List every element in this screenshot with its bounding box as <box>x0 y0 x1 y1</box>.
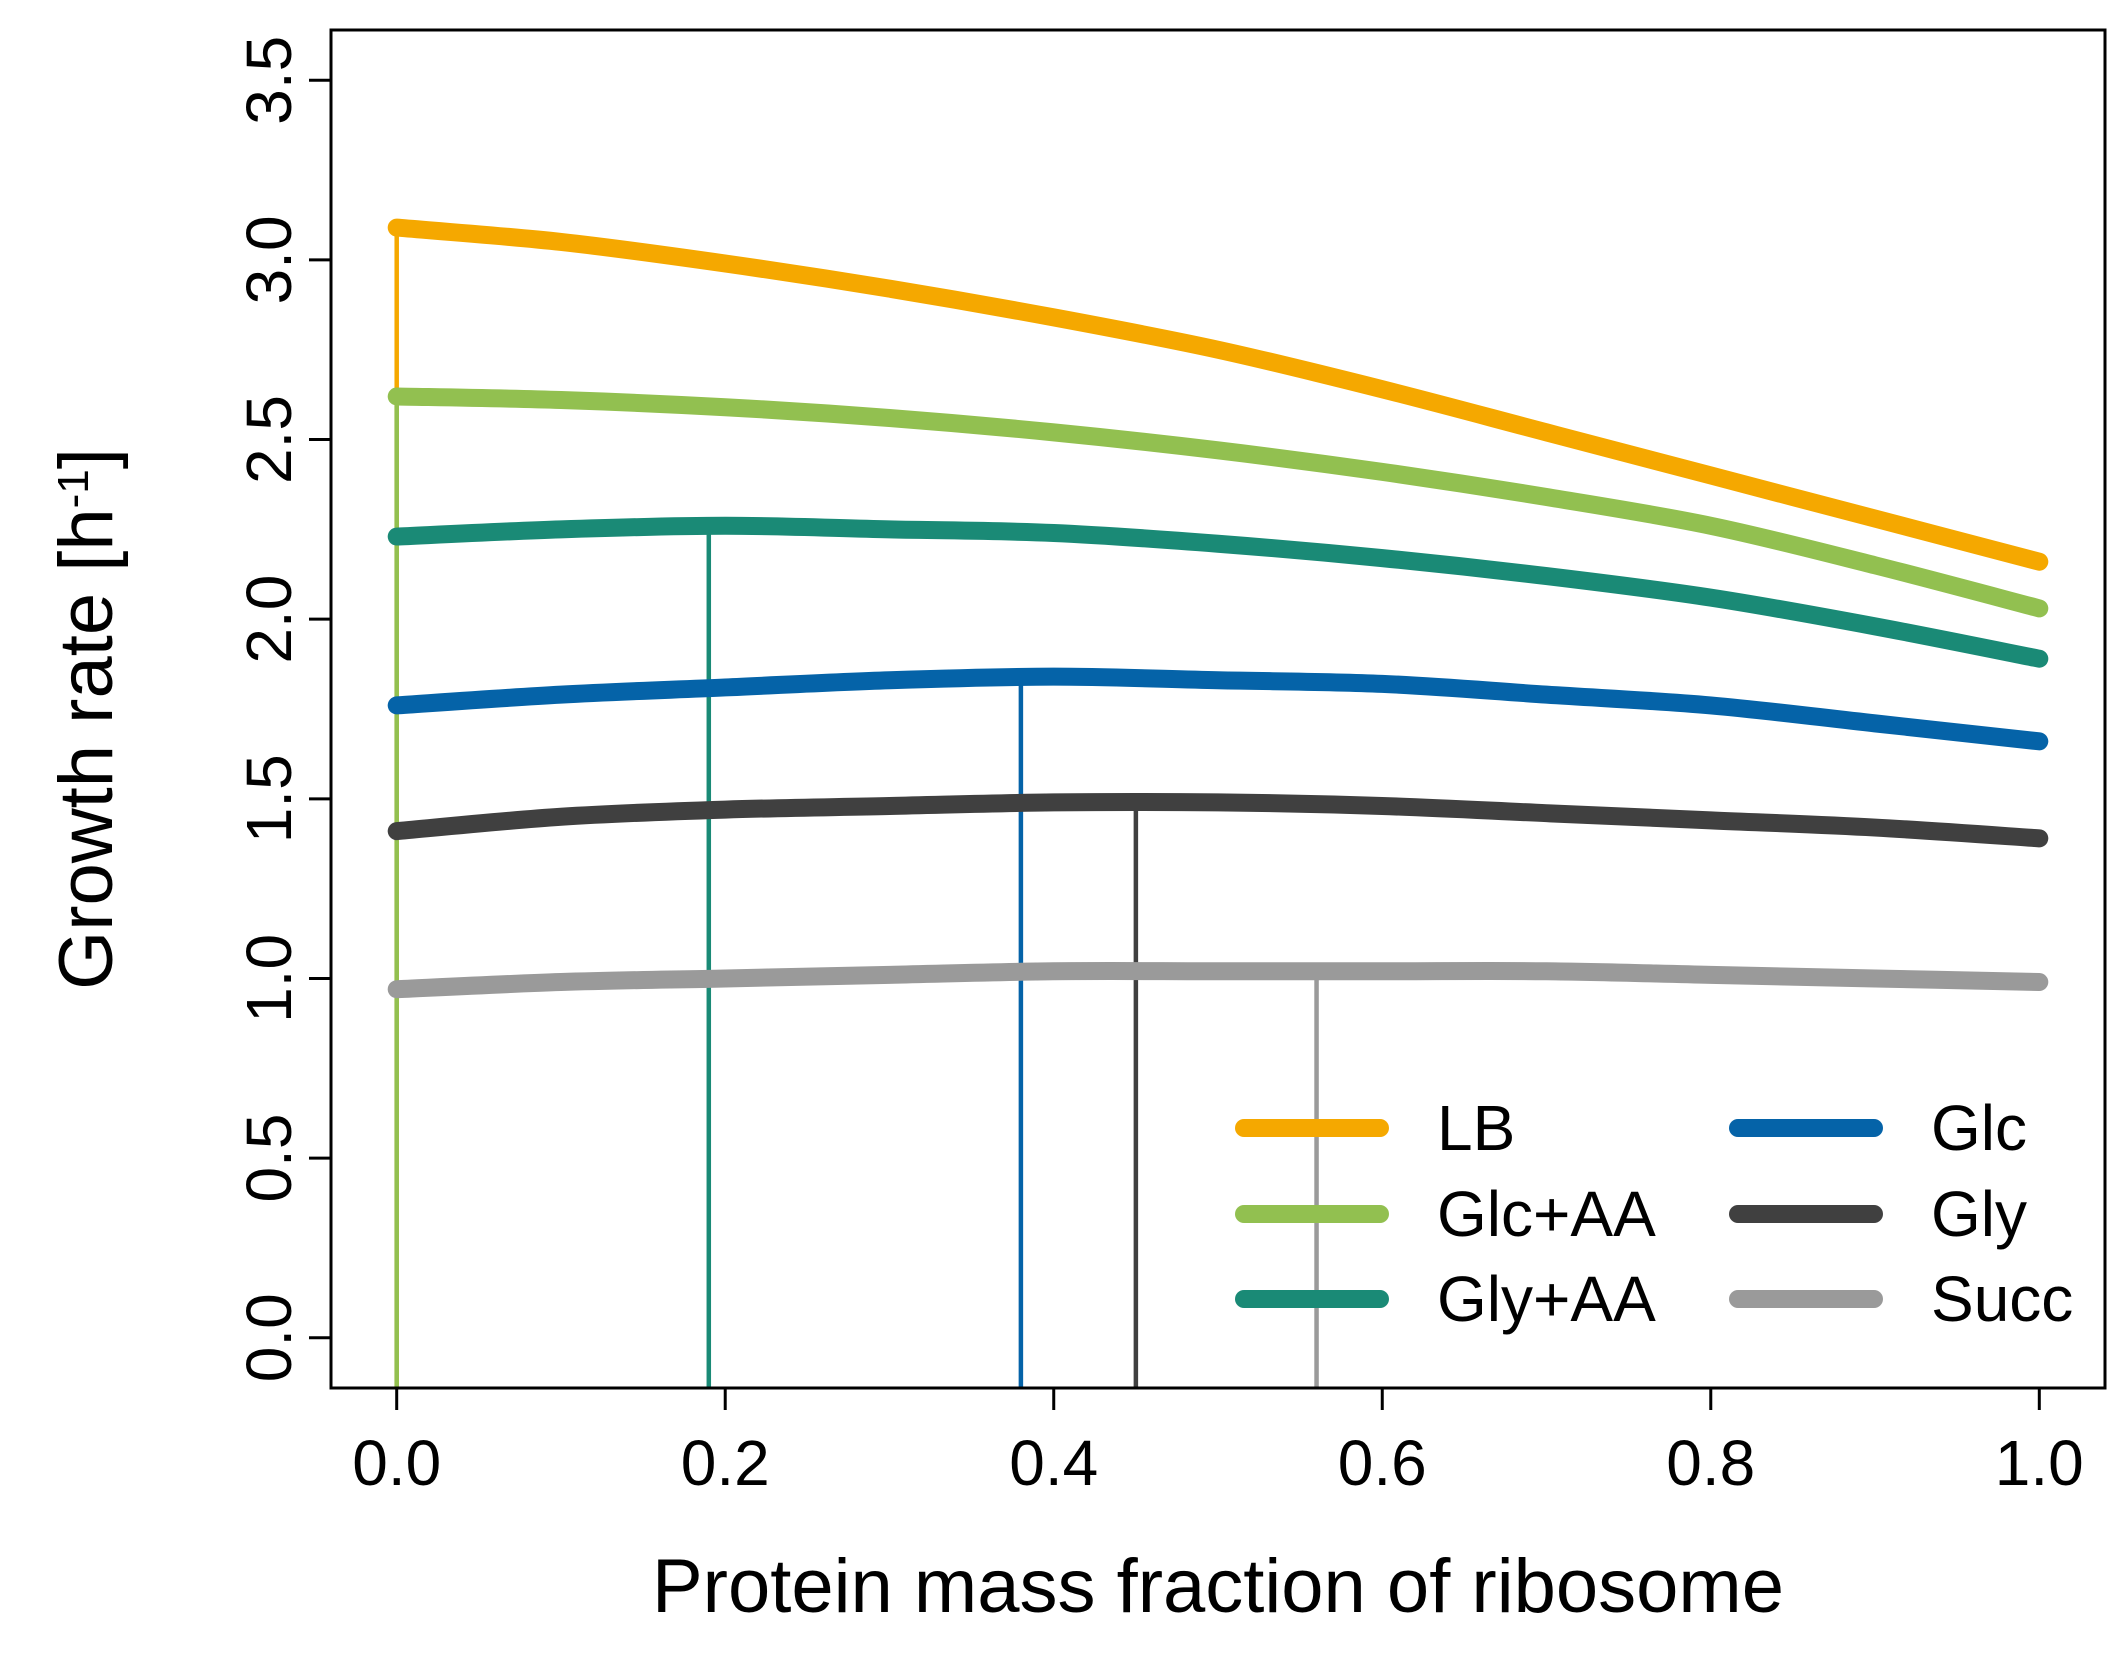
x-tick-label: 1.0 <box>1995 1427 2084 1499</box>
x-tick-label: 0.8 <box>1666 1427 1755 1499</box>
x-tick-label: 0.4 <box>1009 1427 1098 1499</box>
y-axis-label: Growth rate [h-1] <box>44 448 129 990</box>
series-line-gly-aa <box>387 516 2049 668</box>
y-tick-label: 1.5 <box>233 754 305 843</box>
legend-label-gly: Gly <box>1931 1178 2027 1250</box>
legend-label-glc: Glc <box>1931 1092 2027 1164</box>
y-tick-label: 0.0 <box>233 1293 305 1382</box>
series-line-glc <box>387 667 2049 751</box>
legend: LB Glc+AA Gly+AA Glc Gly Succ <box>1235 1092 2073 1335</box>
y-tick-label: 2.0 <box>233 575 305 664</box>
y-tick-label: 0.5 <box>233 1114 305 1203</box>
series-line-lb <box>387 218 2049 571</box>
y-tick-label: 2.5 <box>233 395 305 484</box>
y-axis-label-close: ] <box>44 448 129 469</box>
series-line-glc-aa <box>387 387 2049 618</box>
series-lines <box>387 218 2049 999</box>
legend-label-lb: LB <box>1437 1092 1515 1164</box>
series-line-succ <box>387 961 2049 999</box>
x-tick-label: 0.2 <box>681 1427 770 1499</box>
plot-frame <box>329 28 2107 1390</box>
axis-ticks: 0.0 0.2 0.4 0.6 0.8 1.0 0.0 0.5 1.0 1.5 2.0 2.5 3.0 3… <box>233 36 2084 1499</box>
legend-label-glc-aa: Glc+AA <box>1437 1178 1656 1250</box>
x-tick-label: 0.0 <box>352 1427 441 1499</box>
legend-label-succ: Succ <box>1931 1263 2073 1335</box>
optimum-markers <box>394 227 1319 1388</box>
y-tick-label: 3.5 <box>233 36 305 125</box>
x-tick-label: 0.6 <box>1338 1427 1427 1499</box>
y-tick-label: 3.0 <box>233 215 305 304</box>
y-tick-label: 1.0 <box>233 934 305 1023</box>
series-line-gly <box>387 792 2049 848</box>
y-axis-label-main: Growth rate [h <box>44 508 129 990</box>
x-axis-label: Protein mass fraction of ribosome <box>652 1544 1784 1629</box>
y-axis-label-superscript: -1 <box>49 469 98 508</box>
legend-label-gly-aa: Gly+AA <box>1437 1263 1656 1335</box>
